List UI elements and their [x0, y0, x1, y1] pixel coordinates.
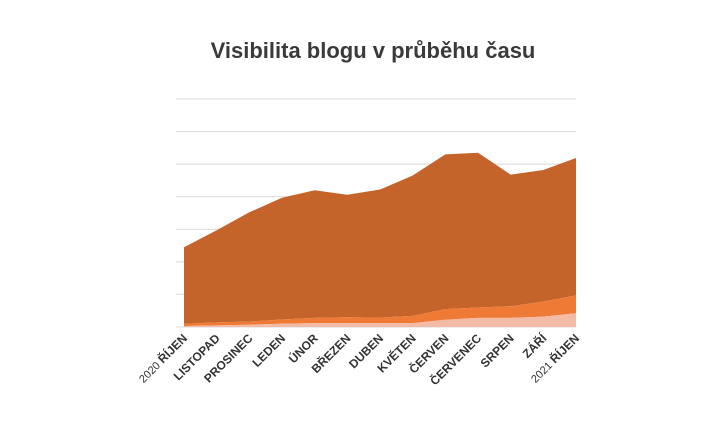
x-tick-month: ŘÍJEN — [547, 331, 583, 367]
area-series-1 — [184, 313, 576, 327]
x-axis-ticks: 2020 ŘÍJENLISTOPADPROSINECLEDENÚNORBŘEZE… — [137, 330, 583, 388]
area-series-3 — [184, 152, 576, 324]
x-tick-month: LEDEN — [249, 331, 288, 370]
area-series — [184, 152, 576, 327]
chart-title: Visibilita blogu v průběhu času — [210, 38, 536, 63]
x-tick-label: ZÁŘÍ — [519, 330, 550, 361]
area-series-2 — [184, 295, 576, 326]
x-tick-month: ZÁŘÍ — [519, 330, 550, 361]
x-tick-label: SRPEN — [478, 331, 517, 370]
x-tick-label: LEDEN — [249, 331, 288, 370]
x-tick-month: SRPEN — [478, 331, 517, 370]
